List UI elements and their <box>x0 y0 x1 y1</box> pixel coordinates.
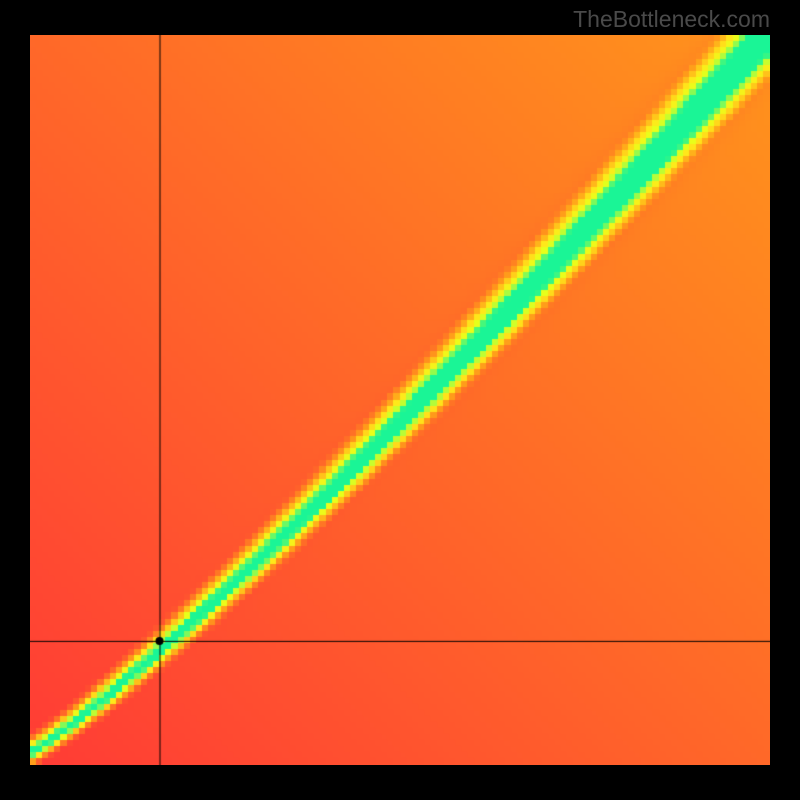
watermark-text: TheBottleneck.com <box>573 6 770 33</box>
bottleneck-heatmap <box>30 35 770 765</box>
heatmap-canvas <box>30 35 770 765</box>
